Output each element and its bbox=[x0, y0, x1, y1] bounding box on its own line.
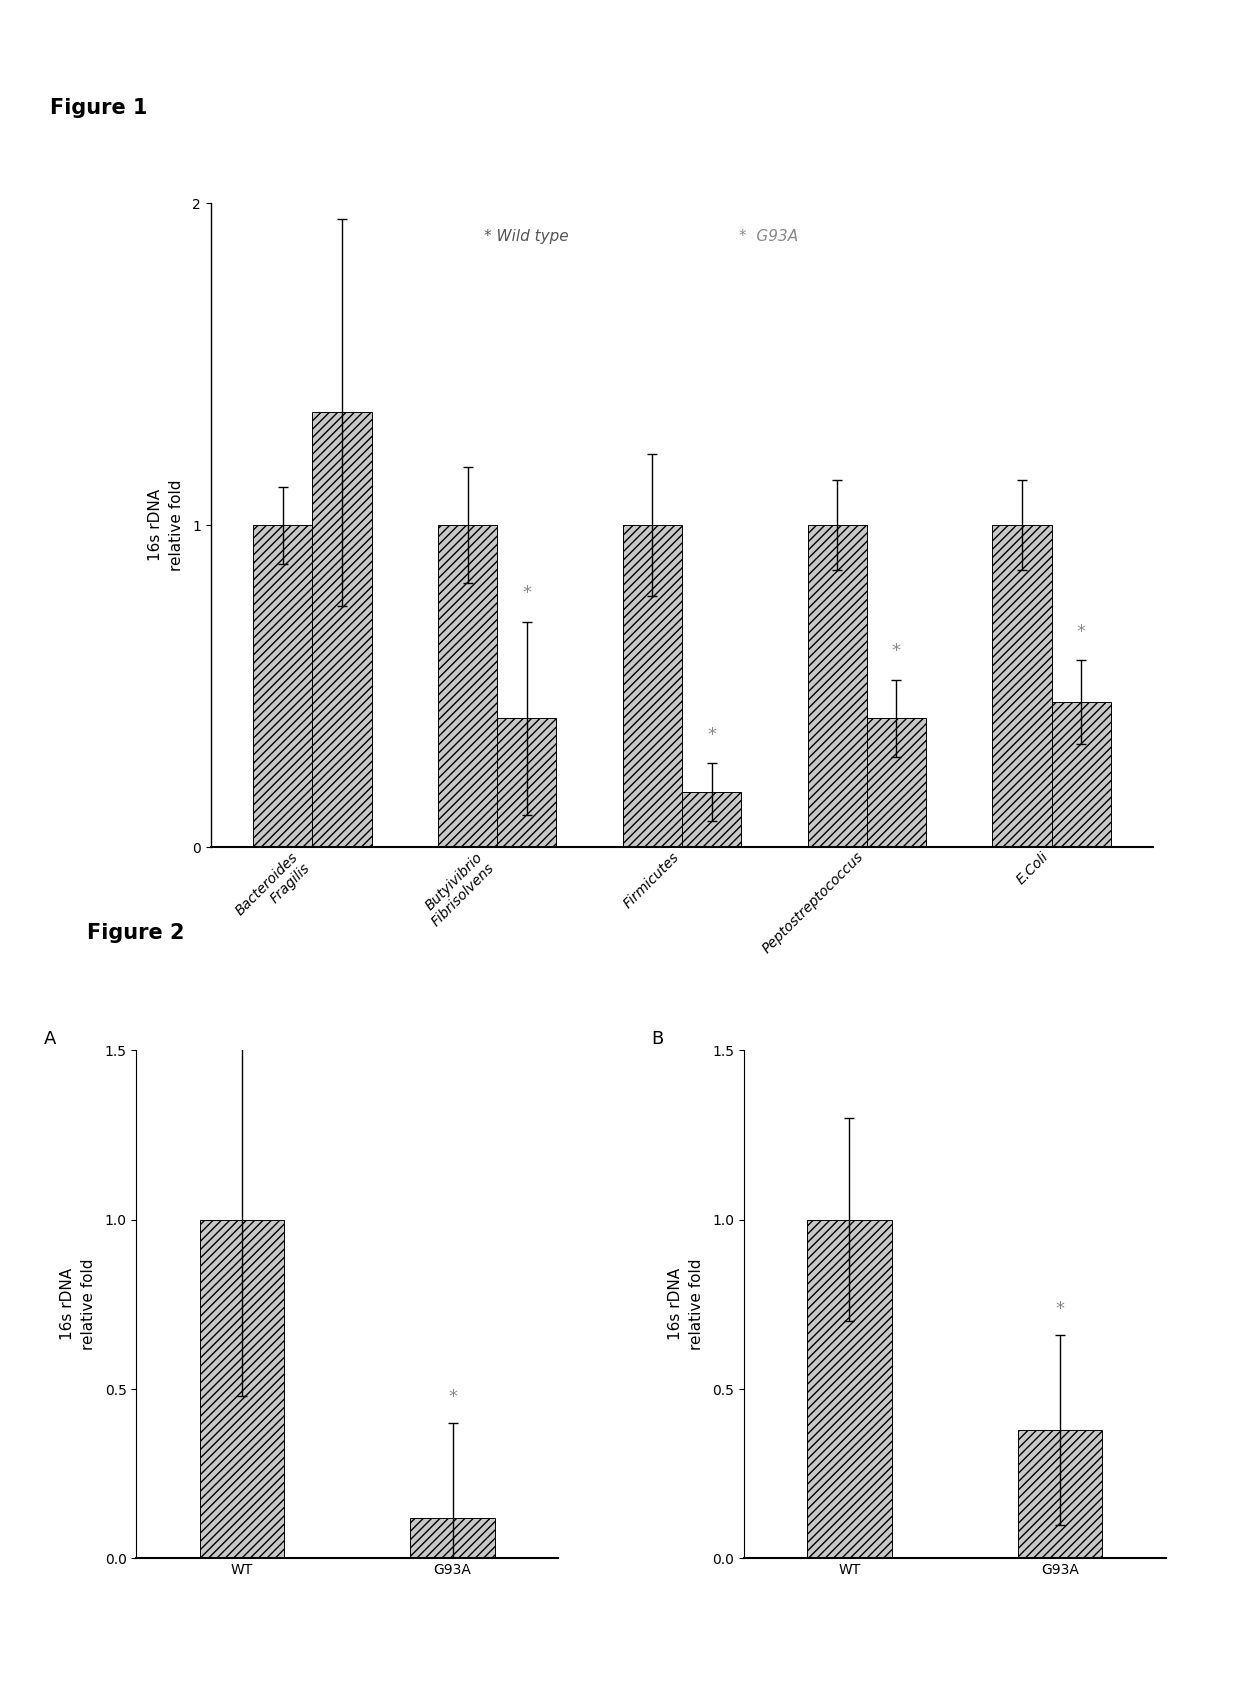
Bar bbox=[1018, 1430, 1102, 1558]
Text: Figure 1: Figure 1 bbox=[50, 98, 148, 119]
Y-axis label: 16s rDNA
relative fold: 16s rDNA relative fold bbox=[61, 1259, 97, 1350]
Text: *: * bbox=[707, 727, 715, 744]
Text: *: * bbox=[1055, 1299, 1065, 1318]
Text: B: B bbox=[651, 1030, 663, 1049]
Text: *  G93A: * G93A bbox=[739, 229, 797, 244]
Bar bbox=[410, 1518, 495, 1558]
Bar bbox=[622, 525, 682, 847]
Text: A: A bbox=[43, 1030, 56, 1049]
Bar bbox=[312, 412, 372, 847]
Bar bbox=[438, 525, 497, 847]
Text: Figure 2: Figure 2 bbox=[87, 923, 185, 944]
Text: *: * bbox=[892, 642, 900, 661]
Bar bbox=[682, 793, 742, 847]
Bar bbox=[867, 718, 926, 847]
Text: *: * bbox=[522, 584, 531, 603]
Bar bbox=[497, 718, 557, 847]
Text: *: * bbox=[1076, 623, 1086, 640]
Y-axis label: 16s rDNA
relative fold: 16s rDNA relative fold bbox=[668, 1259, 704, 1350]
Bar bbox=[1052, 701, 1111, 847]
Bar bbox=[253, 525, 312, 847]
Text: * Wild type: * Wild type bbox=[484, 229, 569, 244]
Bar bbox=[992, 525, 1052, 847]
Bar bbox=[807, 1220, 892, 1558]
Y-axis label: 16s rDNA
relative fold: 16s rDNA relative fold bbox=[148, 479, 184, 571]
Bar bbox=[807, 525, 867, 847]
Bar bbox=[200, 1220, 284, 1558]
Text: *: * bbox=[448, 1387, 458, 1406]
